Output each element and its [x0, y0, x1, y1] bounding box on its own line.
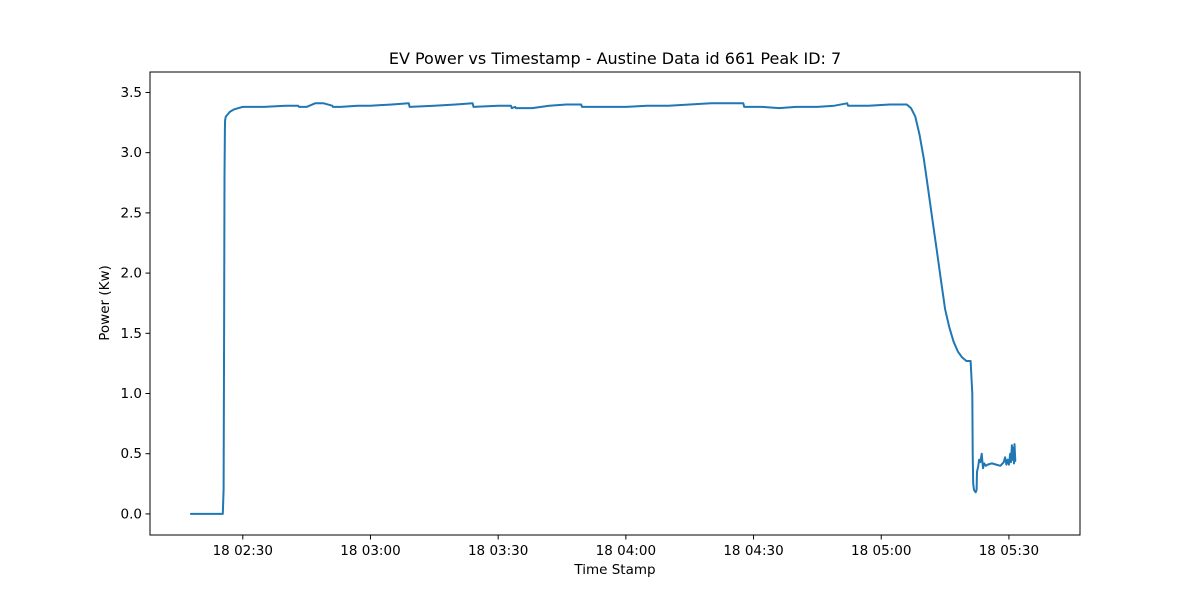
y-axis-title: Power (Kw): [97, 265, 113, 341]
x-tick-label: 18 03:30: [468, 543, 528, 559]
y-axis: 0.0 0.5 1.0 1.5 2.0 2.5 3.0 3.5: [121, 85, 150, 522]
y-tick-label: 0.5: [121, 446, 142, 462]
chart-title: EV Power vs Timestamp - Austine Data id …: [389, 49, 841, 68]
x-tick-label: 18 05:30: [979, 543, 1039, 559]
power-series-line: [189, 102, 1017, 515]
x-tick-label: 18 05:00: [851, 543, 911, 559]
series-layer: [189, 102, 1017, 515]
y-tick-label: 0.0: [121, 506, 142, 522]
y-tick-label: 2.0: [121, 266, 142, 282]
x-tick-label: 18 02:30: [213, 543, 273, 559]
x-axis-title: Time Stamp: [573, 562, 655, 578]
y-tick-label: 2.5: [121, 205, 142, 221]
x-axis: 18 02:30 18 03:00 18 03:30 18 04:00 18 04:30…: [213, 535, 1039, 559]
x-tick-label: 18 04:00: [596, 543, 656, 559]
plot-area-frame: [149, 71, 1081, 536]
x-tick-label: 18 04:30: [723, 543, 783, 559]
y-tick-label: 3.5: [121, 85, 142, 101]
y-tick-label: 1.0: [121, 386, 142, 402]
y-tick-label: 3.0: [121, 145, 142, 161]
x-tick-label: 18 03:00: [340, 543, 400, 559]
y-tick-label: 1.5: [121, 326, 142, 342]
